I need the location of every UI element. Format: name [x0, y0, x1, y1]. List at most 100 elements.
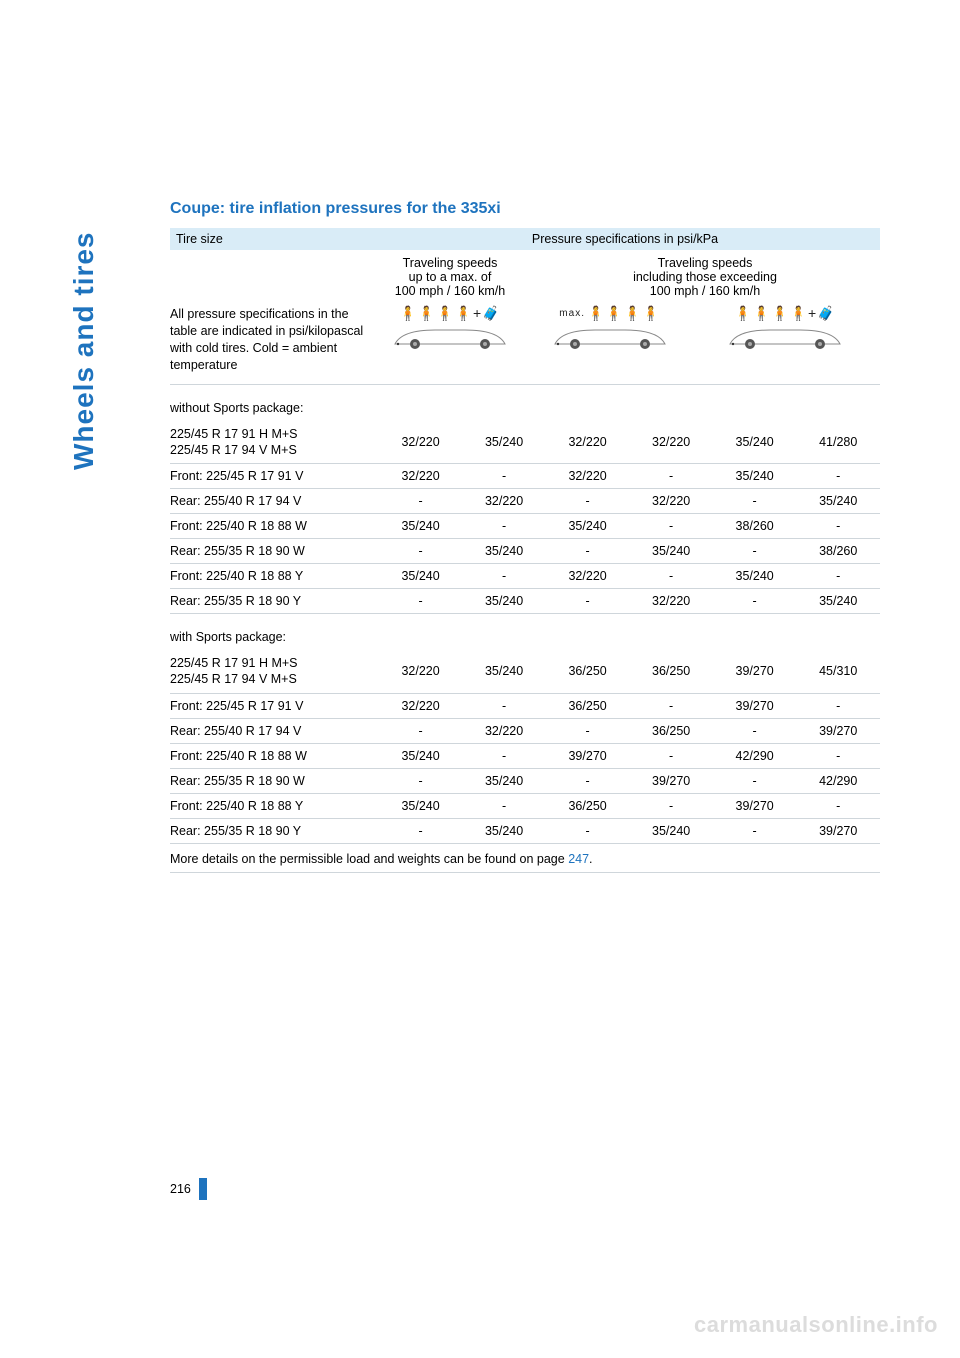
speed2-l1: Traveling speeds: [530, 256, 880, 270]
pressure-note: All pressure specifications in the table…: [170, 306, 370, 374]
pressure-cell: 35/240: [713, 421, 797, 464]
pressure-cell: 35/240: [462, 589, 546, 614]
pressure-cell: -: [462, 693, 546, 718]
footnote-page-link[interactable]: 247: [568, 852, 589, 866]
speed1-l3: 100 mph / 160 km/h: [370, 284, 530, 298]
pressure-cell: 36/250: [546, 693, 630, 718]
page-title: Coupe: tire inflation pressures for the …: [170, 200, 880, 218]
tire-size-cell: Front: 225/40 R 18 88 Y: [170, 793, 379, 818]
tire-size-cell: Front: 225/45 R 17 91 V: [170, 693, 379, 718]
pressure-cell: -: [796, 743, 880, 768]
pressure-cell: -: [713, 818, 797, 843]
header-pressure-spec: Pressure specifications in psi/kPa: [376, 232, 874, 246]
pressure-cell: -: [629, 693, 713, 718]
pressure-cell: 32/220: [629, 489, 713, 514]
pressure-cell: -: [713, 589, 797, 614]
icons-row: All pressure specifications in the table…: [170, 298, 880, 385]
pressure-cell: 35/240: [379, 743, 463, 768]
tire-size-cell: Rear: 255/35 R 18 90 Y: [170, 818, 379, 843]
pressure-cell: 45/310: [796, 650, 880, 693]
pressure-cell: -: [796, 793, 880, 818]
pressure-cell: 32/220: [546, 564, 630, 589]
pressure-cell: -: [462, 564, 546, 589]
tire-size-cell: Rear: 255/35 R 18 90 W: [170, 539, 379, 564]
pressure-cell: 35/240: [379, 793, 463, 818]
pressure-cell: -: [796, 464, 880, 489]
pressure-cell: -: [713, 539, 797, 564]
page-number: 216: [170, 1182, 191, 1196]
pressure-cell: 32/220: [379, 650, 463, 693]
header-tire-size: Tire size: [176, 232, 376, 246]
pressure-cell: -: [713, 718, 797, 743]
max-label: max.: [559, 308, 585, 319]
pressure-cell: 39/270: [713, 650, 797, 693]
tire-size-cell: Rear: 255/40 R 17 94 V: [170, 489, 379, 514]
pressure-cell: -: [379, 818, 463, 843]
pressure-cell: 36/250: [546, 650, 630, 693]
pressure-cell: -: [462, 793, 546, 818]
pressure-cell: 35/240: [462, 539, 546, 564]
pressure-cell: -: [796, 564, 880, 589]
page-number-block: 216: [170, 1178, 207, 1200]
pressure-cell: 32/220: [629, 589, 713, 614]
footnote-text-after: .: [589, 852, 592, 866]
pressure-cell: 35/240: [629, 818, 713, 843]
load-icon-partial: 🧍🧍🧍🧍+🧳: [370, 306, 530, 357]
pressure-cell: -: [546, 768, 630, 793]
tire-size-cell: 225/45 R 17 91 H M+S225/45 R 17 94 V M+S: [170, 650, 379, 693]
table-row: Front: 225/40 R 18 88 Y35/240-36/250-39/…: [170, 793, 880, 818]
speed1-l1: Traveling speeds: [370, 256, 530, 270]
pressure-cell: 32/220: [379, 464, 463, 489]
table-row: Rear: 255/40 R 17 94 V-32/220-36/250-39/…: [170, 718, 880, 743]
people-full-icon: 🧍🧍🧍🧍+🧳: [725, 306, 845, 320]
car-silhouette-icon: [725, 322, 845, 352]
pressure-cell: -: [546, 489, 630, 514]
pressure-cell: 32/220: [379, 693, 463, 718]
speed1-l2: up to a max. of: [370, 270, 530, 284]
speed-col-1: Traveling speeds up to a max. of 100 mph…: [370, 256, 530, 298]
pressure-cell: 42/290: [796, 768, 880, 793]
speed2-l3: 100 mph / 160 km/h: [530, 284, 880, 298]
pressure-cell: 35/240: [546, 514, 630, 539]
table-with-sports: 225/45 R 17 91 H M+S225/45 R 17 94 V M+S…: [170, 650, 880, 844]
pressure-cell: -: [462, 464, 546, 489]
car-silhouette-icon: [390, 322, 510, 352]
pressure-cell: 35/240: [629, 539, 713, 564]
table-without-sports: 225/45 R 17 91 H M+S225/45 R 17 94 V M+S…: [170, 421, 880, 615]
table-row: Front: 225/40 R 18 88 W35/240-35/240-38/…: [170, 514, 880, 539]
tire-size-cell: 225/45 R 17 91 H M+S225/45 R 17 94 V M+S: [170, 421, 379, 464]
pressure-cell: -: [629, 564, 713, 589]
tire-size-cell: Front: 225/45 R 17 91 V: [170, 464, 379, 489]
pressure-cell: -: [796, 693, 880, 718]
pressure-cell: -: [379, 489, 463, 514]
pressure-cell: -: [713, 768, 797, 793]
pressure-cell: 35/240: [796, 489, 880, 514]
pressure-cell: 35/240: [379, 564, 463, 589]
pressure-cell: -: [629, 793, 713, 818]
tire-size-cell: Rear: 255/35 R 18 90 W: [170, 768, 379, 793]
table-row: Front: 225/45 R 17 91 V32/220-36/250-39/…: [170, 693, 880, 718]
pressure-cell: 39/270: [629, 768, 713, 793]
pressure-cell: 32/220: [379, 421, 463, 464]
table-header-row: Tire size Pressure specifications in psi…: [170, 228, 880, 250]
pressure-cell: 38/260: [796, 539, 880, 564]
tire-size-cell: Rear: 255/40 R 17 94 V: [170, 718, 379, 743]
pressure-cell: 36/250: [629, 650, 713, 693]
table-row: Front: 225/40 R 18 88 Y35/240-32/220-35/…: [170, 564, 880, 589]
pressure-cell: 39/270: [796, 718, 880, 743]
pressure-cell: 32/220: [462, 489, 546, 514]
pressure-cell: -: [462, 514, 546, 539]
pressure-cell: 39/270: [713, 693, 797, 718]
pressure-cell: -: [379, 589, 463, 614]
people-partial-icon: 🧍🧍🧍🧍+🧳: [390, 306, 510, 320]
side-section-label: Wheels and tires: [68, 231, 100, 470]
page-content: Coupe: tire inflation pressures for the …: [170, 200, 880, 873]
pressure-cell: 35/240: [713, 564, 797, 589]
section-without-sports: without Sports package:: [170, 385, 880, 421]
tire-size-cell: Front: 225/40 R 18 88 W: [170, 514, 379, 539]
pressure-cell: -: [713, 489, 797, 514]
pressure-cell: -: [379, 539, 463, 564]
pressure-cell: -: [629, 514, 713, 539]
pressure-cell: -: [546, 718, 630, 743]
pressure-cell: -: [546, 589, 630, 614]
